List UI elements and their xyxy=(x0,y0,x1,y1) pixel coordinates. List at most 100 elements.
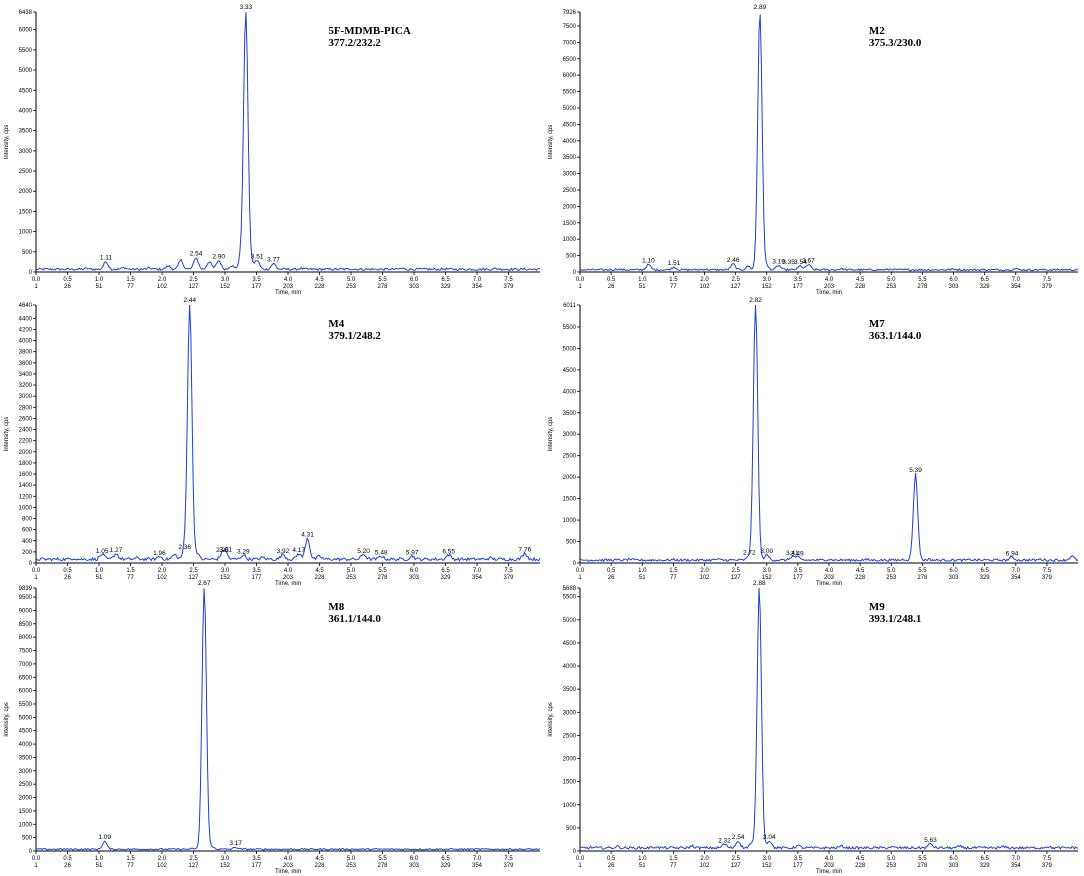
scan-tick-label: 152 xyxy=(220,575,231,581)
y-tick-label: 500 xyxy=(22,836,33,842)
y-tick-label: 400 xyxy=(22,539,33,545)
x-tick-label: 0.5 xyxy=(63,568,72,574)
scan-tick-label: 127 xyxy=(731,863,742,869)
x-axis-label: Time, min xyxy=(816,869,842,875)
scan-tick-label: 379 xyxy=(503,284,514,290)
x-tick-label: 7.5 xyxy=(504,856,513,862)
scan-tick-label: 177 xyxy=(793,284,804,290)
x-tick-label: 0.5 xyxy=(607,277,616,283)
peak-label: 3.33 xyxy=(239,4,252,11)
y-tick-label: 6000 xyxy=(563,73,577,79)
y-tick-label: 2000 xyxy=(19,796,33,802)
x-tick-label: 6.0 xyxy=(949,277,958,283)
x-tick-label: 4.5 xyxy=(856,568,865,574)
scan-tick-label: 1 xyxy=(578,863,582,869)
x-tick-label: 4.0 xyxy=(825,856,834,862)
scan-tick-label: 303 xyxy=(409,575,420,581)
x-tick-label: 4.5 xyxy=(856,277,865,283)
y-axis-label: Intensity, cps xyxy=(548,417,554,452)
y-tick-label: 4500 xyxy=(563,368,577,374)
scan-tick-label: 26 xyxy=(64,284,71,290)
y-tick-label: 4640 xyxy=(19,303,33,309)
scan-tick-label: 102 xyxy=(157,575,168,581)
panel-title: M9 xyxy=(869,601,885,613)
y-tick-label: 1600 xyxy=(19,472,33,478)
y-tick-label: 2000 xyxy=(19,450,33,456)
y-tick-label: 1000 xyxy=(563,803,577,809)
panel-transition: 375.3/230.0 xyxy=(869,37,922,49)
scan-tick-label: 77 xyxy=(127,284,134,290)
y-tick-label: 6011 xyxy=(563,303,577,309)
scan-tick-label: 379 xyxy=(1042,863,1053,869)
scan-tick-label: 278 xyxy=(917,284,928,290)
x-tick-label: 4.0 xyxy=(284,568,293,574)
x-tick-label: 7.5 xyxy=(504,277,513,283)
peak-label: 1.05 xyxy=(96,548,109,555)
peak-label: 5.48 xyxy=(375,549,388,556)
peak-label: 1.27 xyxy=(110,547,123,554)
x-tick-label: 3.0 xyxy=(221,277,230,283)
x-axis-label: Time, min xyxy=(275,869,301,875)
y-tick-label: 7000 xyxy=(563,40,577,46)
y-tick-label: 5000 xyxy=(19,715,33,721)
x-tick-label: 5.0 xyxy=(347,856,356,862)
peak-label: 1.09 xyxy=(98,834,111,841)
scan-tick-label: 51 xyxy=(639,863,646,869)
x-tick-label: 3.5 xyxy=(794,568,803,574)
peak-label: 2.82 xyxy=(749,297,762,304)
y-tick-label: 5000 xyxy=(19,68,33,74)
x-tick-label: 6.0 xyxy=(410,856,419,862)
y-tick-label: 500 xyxy=(566,540,577,546)
x-tick-label: 0.0 xyxy=(576,277,585,283)
y-tick-label: 4000 xyxy=(19,339,33,345)
x-tick-label: 3.5 xyxy=(794,856,803,862)
scan-tick-label: 303 xyxy=(948,284,959,290)
x-tick-label: 2.5 xyxy=(189,568,198,574)
x-tick-label: 0.5 xyxy=(607,856,616,862)
y-tick-label: 1000 xyxy=(19,822,33,828)
x-tick-label: 7.0 xyxy=(473,277,482,283)
x-tick-label: 7.5 xyxy=(504,568,513,574)
y-tick-label: 3200 xyxy=(19,383,33,389)
scan-tick-label: 203 xyxy=(283,284,294,290)
peak-label: 3.19 xyxy=(772,258,785,265)
scan-tick-label: 278 xyxy=(917,575,928,581)
y-tick-label: 6438 xyxy=(19,10,33,16)
x-tick-label: 3.0 xyxy=(763,568,772,574)
x-tick-label: 1.0 xyxy=(95,856,104,862)
y-tick-label: 0 xyxy=(573,270,577,276)
scan-tick-label: 253 xyxy=(886,863,897,869)
x-tick-label: 2.0 xyxy=(158,277,167,283)
peak-label: 2.72 xyxy=(743,549,756,556)
scan-tick-label: 379 xyxy=(503,575,514,581)
scan-tick-label: 152 xyxy=(762,863,773,869)
x-tick-label: 4.0 xyxy=(284,277,293,283)
scan-tick-label: 102 xyxy=(699,284,710,290)
scan-tick-label: 253 xyxy=(886,284,897,290)
scan-tick-label: 253 xyxy=(886,575,897,581)
scan-tick-label: 329 xyxy=(440,284,451,290)
y-tick-label: 1400 xyxy=(19,483,33,489)
y-tick-label: 1500 xyxy=(563,780,577,786)
scan-tick-label: 102 xyxy=(699,863,710,869)
x-tick-label: 3.0 xyxy=(221,856,230,862)
y-tick-label: 3500 xyxy=(563,155,577,161)
peak-label: 6.94 xyxy=(1006,550,1019,557)
y-axis-label: Intensity, cps xyxy=(548,702,554,737)
panel-transition: 393.1/248.1 xyxy=(869,613,922,625)
y-tick-label: 4400 xyxy=(19,316,33,322)
x-tick-label: 5.5 xyxy=(918,568,927,574)
y-tick-label: 2800 xyxy=(19,405,33,411)
scan-tick-label: 228 xyxy=(855,284,866,290)
y-tick-label: 3000 xyxy=(19,149,33,155)
x-tick-label: 0.0 xyxy=(576,856,585,862)
peak-label: 3.29 xyxy=(237,548,250,555)
y-tick-label: 2000 xyxy=(563,757,577,763)
y-tick-label: 1500 xyxy=(19,809,33,815)
y-tick-label: 4500 xyxy=(19,88,33,94)
peak-label: 1.96 xyxy=(153,550,166,557)
scan-tick-label: 278 xyxy=(917,863,928,869)
scan-tick-label: 329 xyxy=(980,575,991,581)
scan-tick-label: 51 xyxy=(639,575,646,581)
